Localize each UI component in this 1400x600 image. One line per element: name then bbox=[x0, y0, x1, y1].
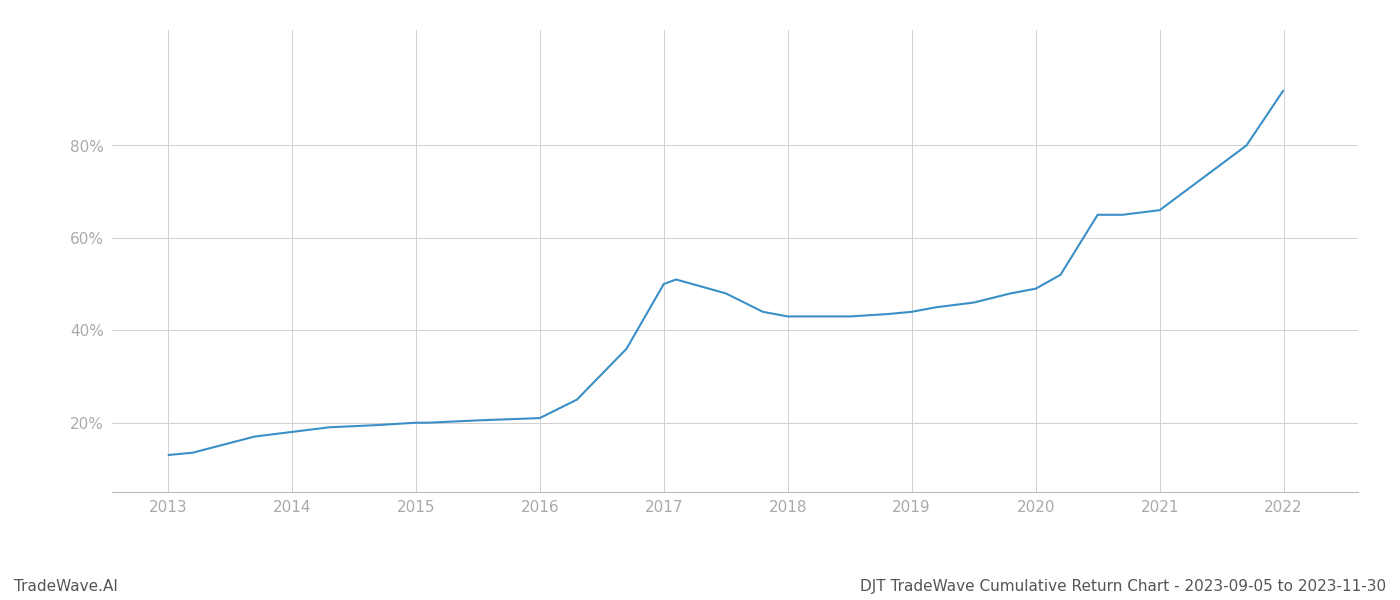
Text: DJT TradeWave Cumulative Return Chart - 2023-09-05 to 2023-11-30: DJT TradeWave Cumulative Return Chart - … bbox=[860, 579, 1386, 594]
Text: TradeWave.AI: TradeWave.AI bbox=[14, 579, 118, 594]
